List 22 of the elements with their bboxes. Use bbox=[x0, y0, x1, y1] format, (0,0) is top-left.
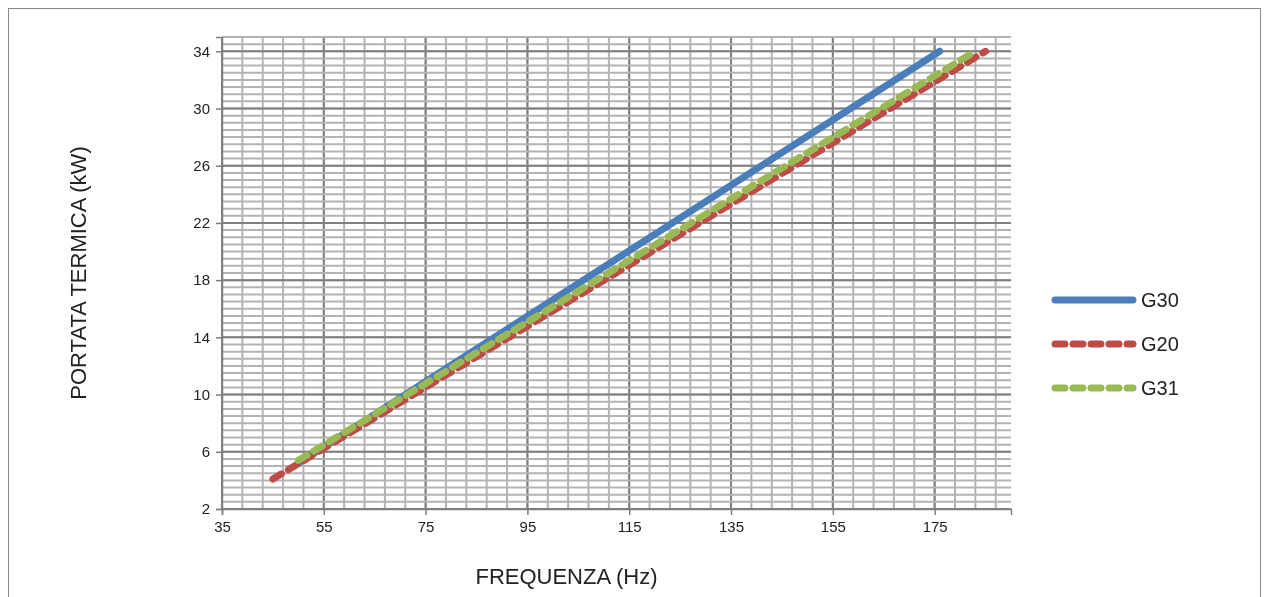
x-axis-title: FREQUENZA (Hz) bbox=[475, 564, 658, 589]
legend-label: G31 bbox=[1141, 377, 1179, 399]
y-tick-label: 34 bbox=[193, 42, 210, 60]
y-tick-label: 30 bbox=[193, 99, 210, 117]
x-tick-label: 75 bbox=[417, 517, 435, 535]
y-tick-label: 26 bbox=[193, 157, 210, 175]
y-tick-label: 6 bbox=[201, 443, 210, 461]
y-axis-title: PORTATA TERMICA (kW) bbox=[66, 146, 91, 400]
legend-label: G30 bbox=[1141, 289, 1179, 311]
y-tick-label: 18 bbox=[193, 271, 210, 289]
y-tick-label: 14 bbox=[193, 328, 210, 346]
x-tick-label: 55 bbox=[315, 517, 333, 535]
x-tick-label: 135 bbox=[719, 517, 745, 535]
y-tick-label: 10 bbox=[193, 385, 210, 403]
y-tick-label: 22 bbox=[193, 214, 210, 232]
x-tick-label: 115 bbox=[617, 517, 642, 535]
legend-label: G20 bbox=[1141, 333, 1179, 355]
y-tick-label: 2 bbox=[201, 500, 210, 518]
x-tick-label: 175 bbox=[922, 517, 948, 535]
x-tick-label: 35 bbox=[214, 517, 231, 535]
x-tick-label: 95 bbox=[519, 517, 537, 535]
x-tick-label: 155 bbox=[820, 517, 846, 535]
